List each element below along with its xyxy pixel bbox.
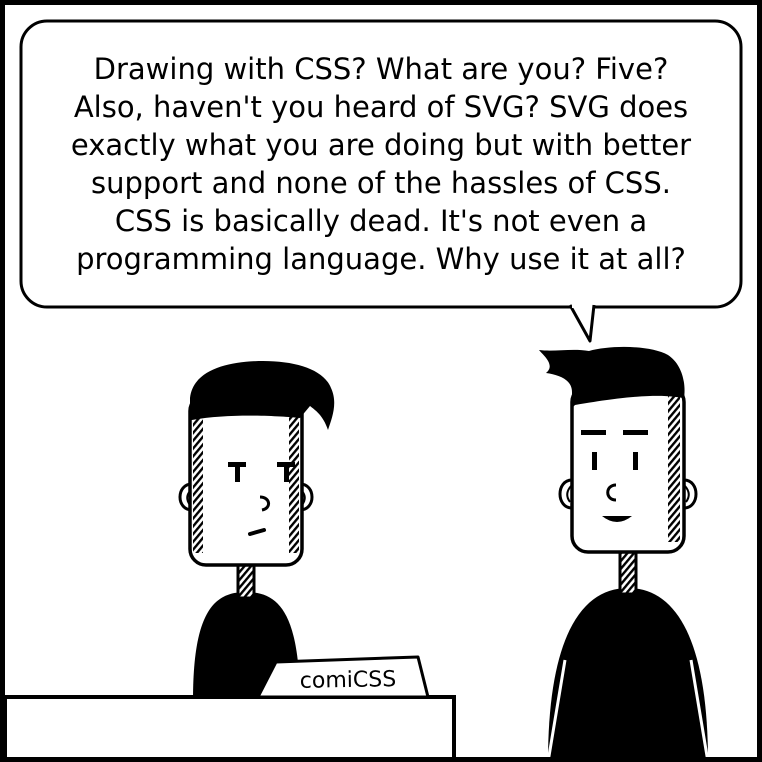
speech-line: exactly what you are doing but with bett… xyxy=(70,128,692,162)
speech-bubble-text: Drawing with CSS? What are you? Five? Al… xyxy=(30,50,732,278)
right-character xyxy=(539,346,710,762)
speech-line: Also, haven't you heard of SVG? SVG does xyxy=(73,90,689,124)
desk xyxy=(3,695,456,762)
speech-bubble xyxy=(19,19,743,343)
speech-line: support and none of the hassles of CSS. xyxy=(91,166,671,200)
speech-line: programming language. Why use it at all? xyxy=(76,242,686,276)
speech-line: Drawing with CSS? What are you? Five? xyxy=(93,52,669,86)
right-character-body xyxy=(548,588,708,762)
desk-sign xyxy=(256,655,430,699)
left-character xyxy=(178,361,335,700)
left-character-hair xyxy=(190,361,335,430)
right-character-hair xyxy=(539,346,685,408)
speech-line: CSS is basically dead. It's not even a xyxy=(114,204,648,238)
right-character-smile xyxy=(602,516,632,522)
